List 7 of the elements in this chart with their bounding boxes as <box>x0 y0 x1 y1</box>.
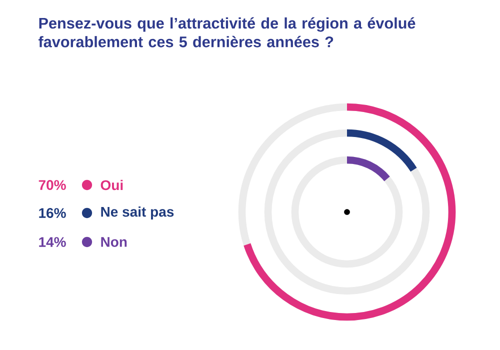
data-label: 70% <box>38 180 66 190</box>
category-label: Non <box>101 237 127 247</box>
category-label: Ne sait pas <box>101 206 174 220</box>
data-label: 14% <box>39 237 66 247</box>
data-label: 16% <box>39 208 66 218</box>
category-label: Oui <box>100 180 123 190</box>
text: Pensez-vous que l’attractivité de la région a évolué favorablement ces 5 dernières années ? <box>38 17 416 48</box>
